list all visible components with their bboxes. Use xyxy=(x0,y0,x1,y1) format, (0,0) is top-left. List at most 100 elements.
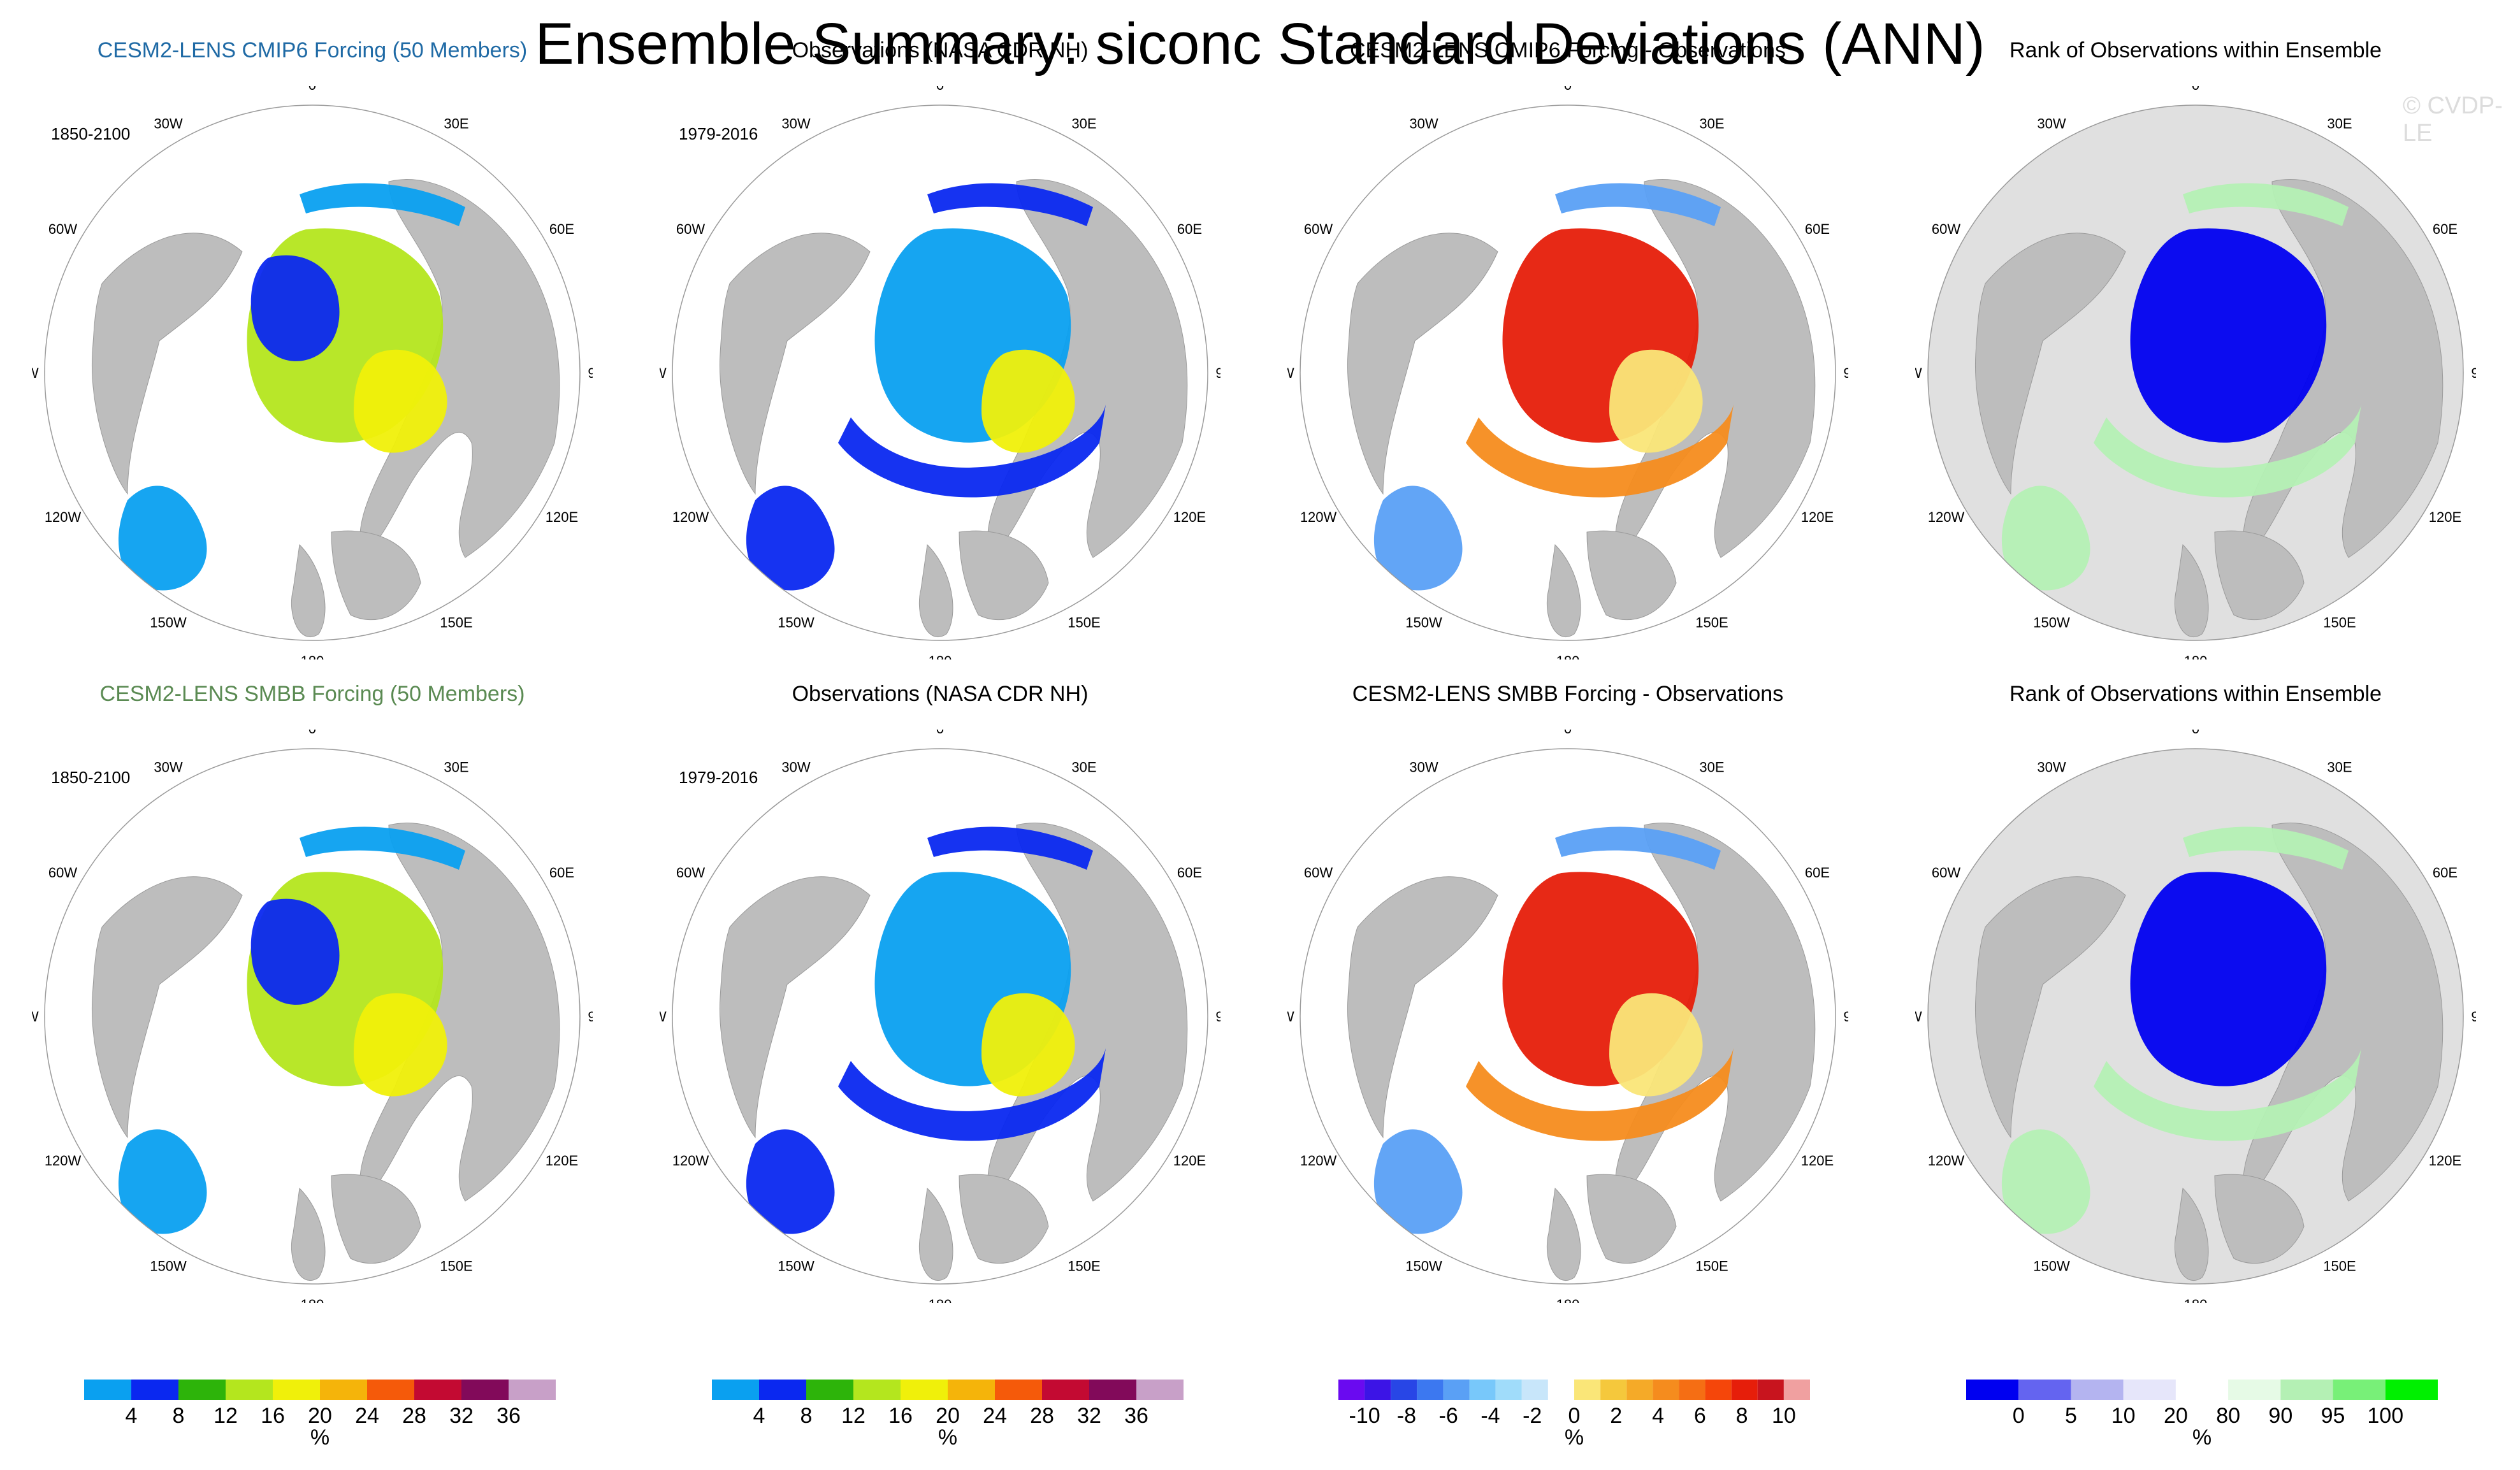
sea-ice-barents-kara xyxy=(981,349,1075,453)
colorbar-tick-label: 10 xyxy=(1771,1404,1796,1428)
longitude-label: 180 xyxy=(301,653,324,659)
colorbar-tick-label: 2 xyxy=(1610,1404,1623,1428)
longitude-label: 60W xyxy=(1304,865,1333,881)
colorbar-swatch xyxy=(901,1380,948,1400)
longitude-label: 30W xyxy=(2037,760,2066,775)
panel-title: Observations (NASA CDR NH) xyxy=(792,682,1089,706)
colorbar-swatch xyxy=(759,1380,806,1400)
longitude-label: 0 xyxy=(2192,730,2199,737)
longitude-label: 0 xyxy=(1564,86,1572,93)
longitude-label: 90W xyxy=(1287,1009,1294,1025)
colorbar-swatch xyxy=(1574,1380,1601,1400)
polar-map: 180 150E 120E 90E 60E 30E 0 30W 60W 90W 120W 150W xyxy=(32,730,593,1303)
panel-title: Observations (NASA CDR NH) xyxy=(792,38,1089,62)
sea-ice-barents-kara xyxy=(354,993,447,1097)
colorbar-tick-label: 12 xyxy=(214,1404,238,1428)
sea-ice-bering-okhotsk-labrador xyxy=(1373,826,1721,1234)
longitude-label: 90W xyxy=(660,1009,667,1025)
colorbar-tick-label: 28 xyxy=(402,1404,426,1428)
colorbar-swatch xyxy=(414,1380,461,1400)
land-mass xyxy=(1347,876,1498,1139)
land-mass xyxy=(1546,544,1581,638)
land-mass xyxy=(331,530,421,621)
colorbar-swatch xyxy=(1966,1380,2019,1400)
longitude-label: 90E xyxy=(588,365,593,381)
longitude-label: 150W xyxy=(1405,1258,1442,1274)
colorbar-swatch xyxy=(2123,1380,2176,1400)
colorbar-tick-label: 20 xyxy=(936,1404,960,1428)
land-mass xyxy=(918,544,953,638)
colorbar: 4 8 12 16 20 24 28 32 36% xyxy=(84,1380,556,1470)
colorbar-tick-label: 16 xyxy=(888,1404,913,1428)
colorbar-swatch xyxy=(509,1380,556,1400)
polar-map: 180 150E 120E 90E 60E 30E 0 30W 60W 90W 120W 150W xyxy=(1915,730,2476,1303)
longitude-label: 30E xyxy=(1071,116,1096,132)
map-boundary xyxy=(1300,104,1836,641)
colorbar-swatches xyxy=(1338,1380,1810,1400)
colorbar: 4 8 12 16 20 24 28 32 36% xyxy=(712,1380,1184,1470)
map-panel: Observations (NASA CDR NH) 1979-2016 180 15… xyxy=(660,22,1220,659)
longitude-label: 120E xyxy=(546,509,578,525)
colorbar-swatch xyxy=(1547,1380,1574,1400)
sea-ice-central-arctic xyxy=(2130,872,2327,1086)
colorbar-unit: % xyxy=(2192,1425,2212,1450)
longitude-label: 90E xyxy=(2471,365,2476,381)
colorbar-swatch xyxy=(367,1380,414,1400)
colorbar-swatch xyxy=(995,1380,1042,1400)
colorbar-swatch xyxy=(1679,1380,1705,1400)
sea-ice-marginal-ice-zone xyxy=(1466,1048,1734,1141)
polar-map: 180 150E 120E 90E 60E 30E 0 30W 60W 90W 120W 150W xyxy=(660,730,1220,1303)
colorbar-swatch xyxy=(1600,1380,1627,1400)
longitude-label: 120W xyxy=(1300,509,1337,525)
colorbar-tick-label: 0 xyxy=(2012,1404,2025,1428)
colorbar-swatch xyxy=(2071,1380,2124,1400)
colorbar-swatch xyxy=(1338,1380,1365,1400)
colorbar-swatch xyxy=(948,1380,995,1400)
colorbar-unit: % xyxy=(1564,1425,1584,1450)
colorbar-tick-label: 6 xyxy=(1693,1404,1706,1428)
longitude-label: 90W xyxy=(660,365,667,381)
longitude-label: 90E xyxy=(588,1009,593,1025)
colorbar-swatch xyxy=(1089,1380,1136,1400)
longitude-label: 150W xyxy=(2033,1258,2070,1274)
longitude-label: 60E xyxy=(549,221,574,237)
colorbar-swatch xyxy=(806,1380,853,1400)
sea-ice-beaufort-canada-basin xyxy=(250,255,340,361)
sea-ice-bering-okhotsk-labrador xyxy=(1373,183,1721,591)
longitude-label: 120W xyxy=(1300,1153,1337,1169)
land-mass xyxy=(331,1174,421,1264)
longitude-label: 60E xyxy=(549,865,574,881)
sea-ice-marginal-ice-zone xyxy=(2094,405,2361,498)
panel-title: CESM2-LENS SMBB Forcing (50 Members) xyxy=(99,682,525,706)
longitude-label: 30W xyxy=(781,760,810,775)
colorbar-unit: % xyxy=(938,1425,958,1450)
colorbar-tick-label: 32 xyxy=(449,1404,474,1428)
map-panel: Observations (NASA CDR NH) 1979-2016 180 15… xyxy=(660,666,1220,1303)
sea-ice-barents-kara xyxy=(981,993,1075,1097)
colorbar-swatch xyxy=(273,1380,320,1400)
map-boundary xyxy=(672,748,1208,1285)
longitude-label: 90W xyxy=(32,1009,39,1025)
land-mass xyxy=(2214,530,2305,621)
colorbar-swatch xyxy=(178,1380,226,1400)
map-panel: CESM2-LENS SMBB Forcing (50 Members) 1850… xyxy=(32,666,593,1303)
panel-title: Rank of Observations within Ensemble xyxy=(2009,38,2382,62)
longitude-label: 150E xyxy=(2323,614,2356,630)
longitude-label: 60E xyxy=(1805,865,1830,881)
longitude-label: 120E xyxy=(2429,1153,2461,1169)
sea-ice-bering-okhotsk-labrador xyxy=(2001,826,2349,1234)
panel-title: Rank of Observations within Ensemble xyxy=(2009,682,2382,706)
colorbar-tick-label: 24 xyxy=(355,1404,379,1428)
sea-ice-bering-okhotsk-labrador xyxy=(2001,183,2349,591)
sea-ice-barents-kara xyxy=(1609,993,1703,1097)
map-boundary xyxy=(44,748,581,1285)
colorbar-tick-label: -10 xyxy=(1349,1404,1380,1428)
longitude-label: 120E xyxy=(1801,1153,1834,1169)
longitude-label: 180 xyxy=(929,1297,952,1303)
colorbar-swatch xyxy=(84,1380,131,1400)
longitude-label: 60W xyxy=(48,221,77,237)
longitude-label: 150W xyxy=(778,614,815,630)
colorbar-swatches xyxy=(712,1380,1184,1400)
land-mass xyxy=(291,544,326,638)
longitude-label: 0 xyxy=(308,730,316,737)
